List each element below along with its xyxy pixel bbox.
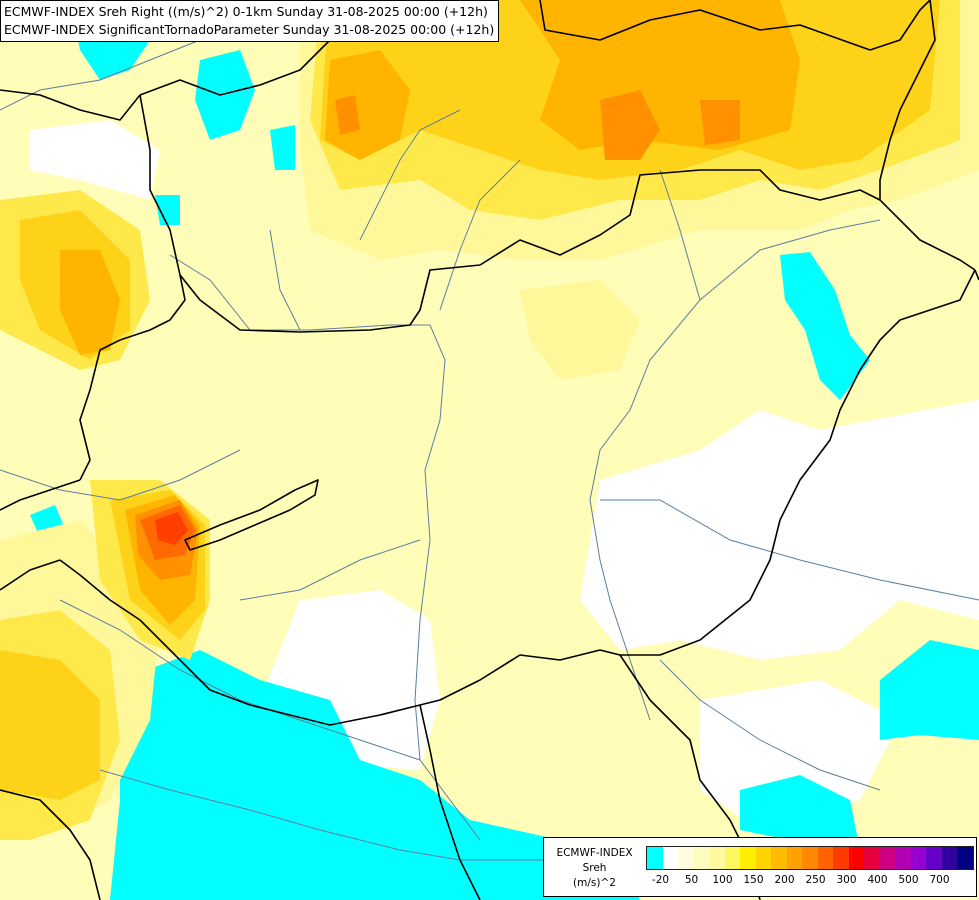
legend-tick-label: 50 (684, 874, 699, 886)
legend-swatch (895, 847, 911, 869)
river-north-1 (269, 229, 301, 331)
orange-area-west (60, 250, 120, 355)
legend-swatch (802, 847, 818, 869)
negative-value-area-southeast (880, 640, 979, 740)
border-hungary-romania (599, 269, 976, 656)
negative-value-area-north-2 (195, 50, 255, 140)
legend-swatch (941, 847, 957, 869)
legend-swatch (755, 847, 771, 869)
legend-swatch (817, 847, 833, 869)
negative-value-area-north-4 (155, 195, 180, 225)
legend-tick-label: 400 (867, 874, 888, 886)
border-austria-slovenia (0, 479, 81, 511)
legend-title-line-2: Sreh (582, 862, 607, 874)
legend-swatch (833, 847, 849, 869)
lake-balaton-outline (184, 479, 319, 551)
negative-value-area-south (110, 650, 640, 900)
legend-tick-label: 500 (898, 874, 919, 886)
map-title-line-2: ECMWF-INDEX SignificantTornadoParameter … (4, 22, 495, 37)
drava-river (59, 599, 421, 761)
legend-swatch (647, 847, 663, 869)
river-center-1 (239, 539, 421, 601)
danube-river (169, 254, 481, 841)
legend-swatch (678, 847, 694, 869)
vah-river (359, 109, 461, 241)
legend-swatch (879, 847, 895, 869)
border-croatia-bosnia (0, 789, 101, 900)
border-hungary-austria (79, 274, 186, 481)
dark-orange-area-north-2 (700, 100, 740, 145)
legend-swatch (724, 847, 740, 869)
legend-swatch (848, 847, 864, 869)
legend-tick-label: 250 (805, 874, 826, 886)
mid-value-area-center (520, 280, 640, 380)
map-title-line-1: ECMWF-INDEX Sreh Right ((m/s)^2) 0-1km S… (4, 4, 488, 19)
legend-tick-label: 150 (743, 874, 764, 886)
border-hungary-slovakia (179, 169, 976, 333)
legend-tick-labels: -20 50 100 150 200 250 300 400 500 700 (646, 874, 968, 888)
river-layer (0, 39, 979, 861)
border-slovenia-croatia (0, 559, 61, 591)
dark-orange-area-northwest (335, 95, 360, 135)
border-romania-moldova (974, 269, 979, 281)
river-west-1 (0, 39, 201, 111)
river-east-2 (600, 499, 979, 601)
legend-tick-label: 100 (712, 874, 733, 886)
legend-title-line-1: ECMWF-INDEX (556, 847, 633, 859)
legend-color-bar (646, 846, 974, 870)
legend-swatch (740, 847, 756, 869)
map-title-box: ECMWF-INDEX Sreh Right ((m/s)^2) 0-1km S… (0, 0, 500, 42)
negative-value-area-southeast-2 (740, 775, 860, 850)
legend-swatch (957, 847, 973, 869)
legend-tick-label: 700 (929, 874, 950, 886)
tisza-river (589, 169, 701, 721)
legend-swatch (709, 847, 725, 869)
color-legend: ECMWF-INDEX Sreh (m/s)^2 -20 50 100 150 200 2… (543, 837, 977, 897)
legend-swatch (864, 847, 880, 869)
hron-river (439, 159, 521, 311)
border-slovakia-austria (139, 94, 181, 276)
low-value-area-northwest (30, 120, 160, 200)
dark-orange-area-north (600, 90, 660, 160)
legend-swatch (662, 847, 678, 869)
border-croatia-serbia (419, 704, 481, 900)
legend-tick-label: 300 (836, 874, 857, 886)
river-west-2 (0, 449, 241, 501)
legend-tick-label: 200 (774, 874, 795, 886)
river-east-1 (699, 219, 881, 301)
border-ukraine-romania (879, 0, 936, 200)
negative-value-area-east (780, 252, 870, 400)
orange-area-north (520, 0, 800, 150)
legend-swatch (786, 847, 802, 869)
river-south-1 (659, 659, 881, 791)
low-value-area-east (580, 400, 979, 660)
border-austria-czech (0, 89, 141, 121)
legend-swatch (771, 847, 787, 869)
red-core-sw-cell (155, 512, 188, 545)
negative-value-area-north-3 (270, 125, 295, 170)
legend-tick-label: -20 (651, 874, 670, 886)
legend-swatch (910, 847, 926, 869)
legend-swatch (693, 847, 709, 869)
legend-title-line-3: (m/s)^2 (573, 877, 616, 889)
higher-value-area-sw (0, 650, 100, 800)
legend-swatch (926, 847, 942, 869)
border-hungary-croatia (59, 559, 421, 726)
border-hungary-serbia (419, 649, 601, 706)
border-slovakia-poland (539, 0, 931, 51)
